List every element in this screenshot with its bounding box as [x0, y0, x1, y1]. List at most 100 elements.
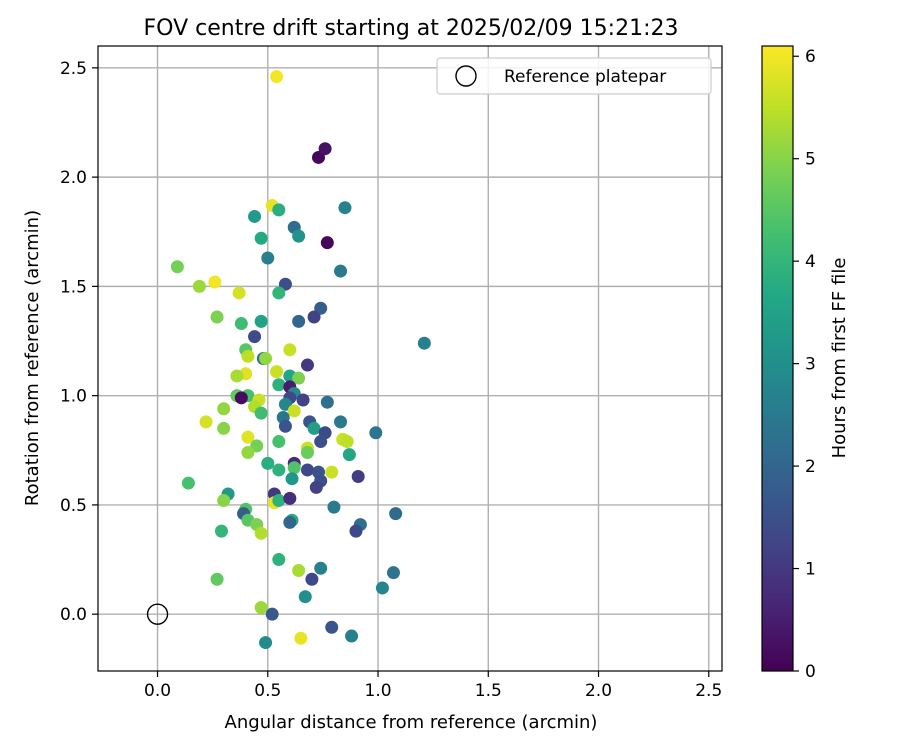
data-point [285, 472, 299, 486]
data-point [292, 563, 306, 577]
data-point [170, 260, 184, 274]
reference-platepar-marker [146, 603, 169, 625]
data-point [230, 369, 244, 383]
data-point [248, 330, 262, 344]
data-point [342, 448, 356, 462]
data-point [349, 524, 363, 538]
data-point [254, 526, 268, 540]
data-point [234, 317, 248, 331]
data-point [192, 279, 206, 293]
data-point [241, 445, 255, 459]
data-point [254, 231, 268, 245]
data-point [334, 415, 348, 429]
data-point [270, 365, 284, 379]
data-point [296, 393, 310, 407]
data-points [146, 70, 431, 650]
data-point [327, 500, 341, 514]
data-point [214, 524, 228, 538]
data-point [292, 371, 306, 385]
legend-label: Reference platepar [504, 67, 666, 87]
data-point [272, 378, 286, 392]
y-tick-label: 2.0 [60, 168, 87, 188]
data-point [300, 358, 314, 372]
data-point [325, 465, 339, 479]
data-point [287, 461, 301, 475]
data-point [307, 310, 321, 324]
data-point [325, 620, 339, 634]
data-point [254, 406, 268, 420]
y-tick-label: 0.0 [60, 605, 87, 625]
y-tick-label: 0.5 [60, 496, 87, 516]
plot-frame [97, 45, 723, 672]
data-point [272, 463, 286, 477]
data-point [232, 286, 246, 300]
data-point [334, 264, 348, 278]
data-point [300, 445, 314, 459]
data-point [210, 572, 224, 586]
data-point [292, 229, 306, 243]
data-point [320, 395, 334, 409]
data-point [217, 494, 231, 508]
data-point [265, 607, 279, 621]
legend: Reference platepar [436, 57, 712, 95]
x-axis-label: Angular distance from reference (arcmin) [225, 712, 598, 733]
colorbar-ticks: 0 1 2 3 4 5 6 [793, 47, 816, 682]
data-point [320, 236, 334, 250]
x-tick-label: 0.5 [254, 681, 281, 701]
data-point [272, 286, 286, 300]
data-point [314, 435, 328, 449]
data-point [272, 435, 286, 449]
data-point [241, 349, 255, 363]
data-point [318, 142, 332, 156]
data-point [261, 251, 275, 265]
x-tick-label: 1.0 [365, 681, 392, 701]
data-point [248, 209, 262, 223]
colorbar-tick-label: 2 [805, 457, 816, 477]
data-point [283, 491, 297, 505]
colorbar [761, 45, 794, 672]
data-point [300, 463, 314, 477]
y-axis-ticks: 0.0 0.5 1.0 1.5 2.0 2.5 [60, 59, 98, 625]
data-point [345, 629, 359, 643]
data-point [272, 494, 286, 508]
data-point [375, 581, 389, 595]
data-point [309, 480, 323, 494]
y-tick-label: 1.0 [60, 387, 87, 407]
data-point [241, 430, 255, 444]
data-point [234, 391, 248, 405]
data-point [217, 402, 231, 416]
x-tick-label: 2.0 [585, 681, 612, 701]
y-axis-label: Rotation from reference (arcmin) [22, 210, 43, 506]
colorbar-tick-label: 0 [805, 662, 816, 682]
colorbar-tick-label: 4 [805, 252, 816, 272]
data-point [210, 310, 224, 324]
data-point [259, 636, 273, 650]
data-point [314, 561, 328, 575]
data-point [283, 343, 297, 357]
data-point [278, 419, 292, 433]
colorbar-tick-label: 1 [805, 560, 816, 580]
y-tick-label: 1.5 [60, 277, 87, 297]
colorbar-tick-label: 3 [805, 355, 816, 375]
data-point [259, 352, 273, 365]
data-point [351, 470, 365, 484]
colorbar-tick-label: 5 [805, 150, 816, 170]
data-point [254, 314, 268, 328]
data-point [254, 601, 268, 615]
data-point [272, 203, 286, 217]
data-point [305, 572, 319, 586]
data-point [340, 435, 354, 449]
data-point [272, 553, 286, 567]
data-point [294, 631, 308, 645]
grid [98, 46, 722, 671]
data-point [199, 415, 213, 429]
legend-box [436, 57, 712, 95]
data-point [283, 515, 297, 529]
y-tick-label: 2.5 [60, 59, 87, 79]
data-point [287, 404, 301, 418]
data-point [338, 201, 352, 215]
legend-reference-marker [455, 65, 477, 87]
data-point [292, 314, 306, 328]
colorbar-tick-label: 6 [805, 47, 816, 67]
